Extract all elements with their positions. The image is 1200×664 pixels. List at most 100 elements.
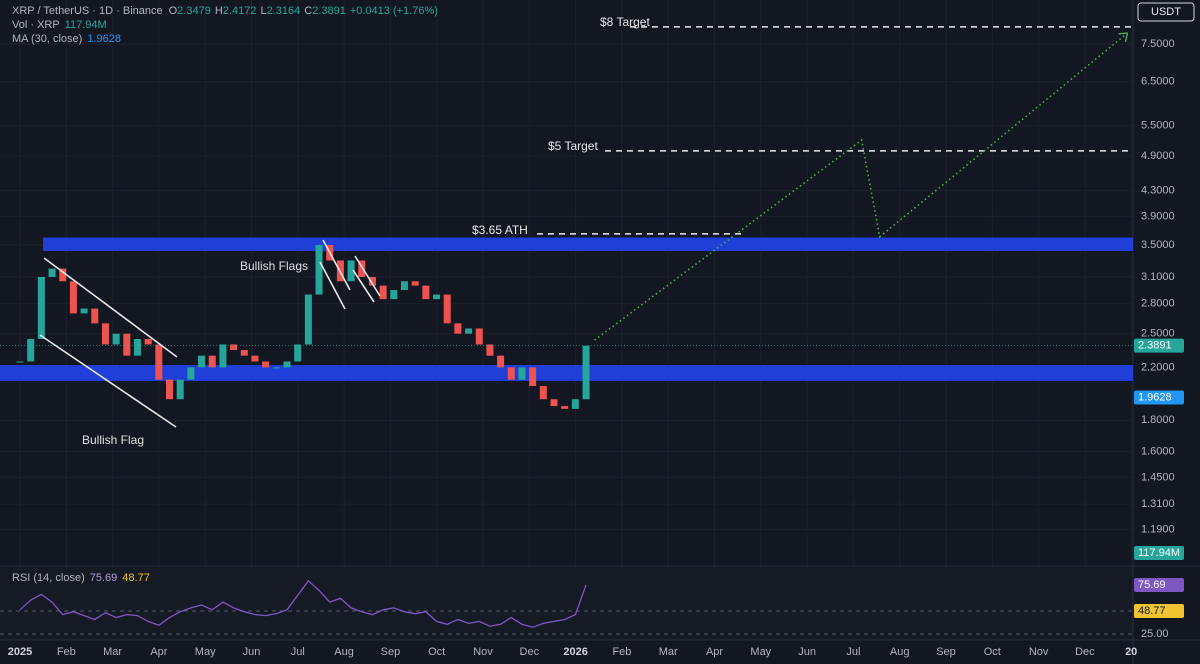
time-label: 2026 <box>563 646 587 658</box>
flag-line <box>43 257 178 358</box>
candle <box>529 367 537 387</box>
price-tick-label: 4.3000 <box>1141 185 1175 197</box>
candle <box>368 276 376 286</box>
candle <box>251 355 259 362</box>
price-badge <box>1134 577 1184 592</box>
time-label: Aug <box>334 646 354 658</box>
currency-button[interactable] <box>1137 2 1195 22</box>
candle <box>219 344 227 368</box>
ohlc-key: C <box>304 5 312 17</box>
volume-legend: Vol · XRP 117.94M <box>12 19 107 31</box>
rsi-line <box>19 579 587 628</box>
arrow-head <box>1118 32 1129 43</box>
candle <box>539 386 547 400</box>
price-tick-label: 1.3100 <box>1141 498 1175 510</box>
price-tick-label: 5.5000 <box>1141 120 1175 132</box>
price-tick-label: 3.5000 <box>1141 239 1175 251</box>
ma-value: 1.9628 <box>87 33 121 45</box>
candle <box>400 281 408 291</box>
candle <box>187 367 195 380</box>
ma-label: MA (30, close) <box>12 33 82 45</box>
grid <box>0 0 1133 640</box>
candle <box>433 294 441 300</box>
time-label: Mar <box>659 646 678 658</box>
candle <box>262 361 270 368</box>
flag-line <box>322 239 351 291</box>
rsi-panel <box>0 568 1133 640</box>
candle <box>550 399 558 407</box>
time-label: Jul <box>291 646 305 658</box>
candle <box>230 344 238 351</box>
candle <box>198 355 206 368</box>
ma-legend: MA (30, close) 1.9628 <box>12 33 121 45</box>
candle <box>144 339 152 345</box>
candle <box>347 260 355 282</box>
candle <box>283 361 291 368</box>
candle <box>27 339 35 362</box>
candle <box>454 323 462 334</box>
volume-value: 117.94M <box>65 19 107 31</box>
ohlc-value: 2.3891 <box>312 5 346 17</box>
time-label: Sep <box>381 646 401 658</box>
price-tick-label: 2.2000 <box>1141 361 1175 373</box>
price-badge-label: 2.3891 <box>1138 340 1172 352</box>
candle <box>390 290 398 300</box>
price-zone <box>43 237 1133 252</box>
time-label: Aug <box>890 646 910 658</box>
candle <box>240 350 248 356</box>
candle <box>48 268 56 277</box>
candle <box>16 361 24 363</box>
time-label: Apr <box>150 646 167 658</box>
level-label: $8 Target <box>600 15 650 29</box>
annotation: Bullish Flag <box>82 433 144 447</box>
candle <box>507 367 515 380</box>
flag-line <box>319 261 346 310</box>
flag-line <box>354 255 381 297</box>
symbol: XRP / TetherUS · 1D · Binance <box>12 5 163 17</box>
price-badge-label: 75.69 <box>1138 579 1166 591</box>
candle <box>166 379 174 400</box>
candle <box>155 344 163 380</box>
price-tick-label: 2.8000 <box>1141 298 1175 310</box>
time-label: Dec <box>1075 646 1095 658</box>
time-label: Jun <box>243 646 261 658</box>
price-badge <box>1134 603 1184 618</box>
price-tick-label: 1.4500 <box>1141 471 1175 483</box>
time-label: Feb <box>612 646 631 658</box>
rsi-tick-label: 25.00 <box>1141 628 1169 640</box>
flag-line <box>39 334 177 428</box>
price-tick-label: 1.6000 <box>1141 445 1175 457</box>
candle <box>59 268 67 282</box>
time-label: Oct <box>984 646 1001 658</box>
ohlc-key: L <box>260 5 266 17</box>
time-label: Apr <box>706 646 723 658</box>
price-badge <box>1134 546 1184 560</box>
price-tick-label: 3.9000 <box>1141 210 1175 222</box>
candle <box>69 281 77 314</box>
candle <box>422 285 430 300</box>
time-label: Mar <box>103 646 122 658</box>
time-label: Sep <box>936 646 956 658</box>
price-tick-label: 2.5000 <box>1141 328 1175 340</box>
ohlc-value: 2.4172 <box>223 5 257 17</box>
candle <box>101 323 109 345</box>
currency[interactable]: USDT <box>1151 6 1181 18</box>
candle <box>91 308 99 324</box>
price-tick-label: 1.1900 <box>1141 523 1175 535</box>
candle <box>518 367 526 380</box>
candle <box>571 399 579 409</box>
time-label: Jun <box>798 646 816 658</box>
annotation: Bullish Flags <box>240 259 308 273</box>
plot: $8 Target $5 Target $3.65 ATH <box>0 15 1133 635</box>
projection-path <box>594 32 1129 341</box>
price-badge-label: 117.94M <box>1138 547 1180 559</box>
price-tick-label: 7.5000 <box>1141 38 1175 50</box>
candle <box>123 333 131 356</box>
candle <box>475 328 483 345</box>
candle <box>561 406 569 409</box>
time-label: Nov <box>1029 646 1049 658</box>
time-label: Oct <box>428 646 445 658</box>
rsi-value: 75.69 <box>90 572 118 584</box>
